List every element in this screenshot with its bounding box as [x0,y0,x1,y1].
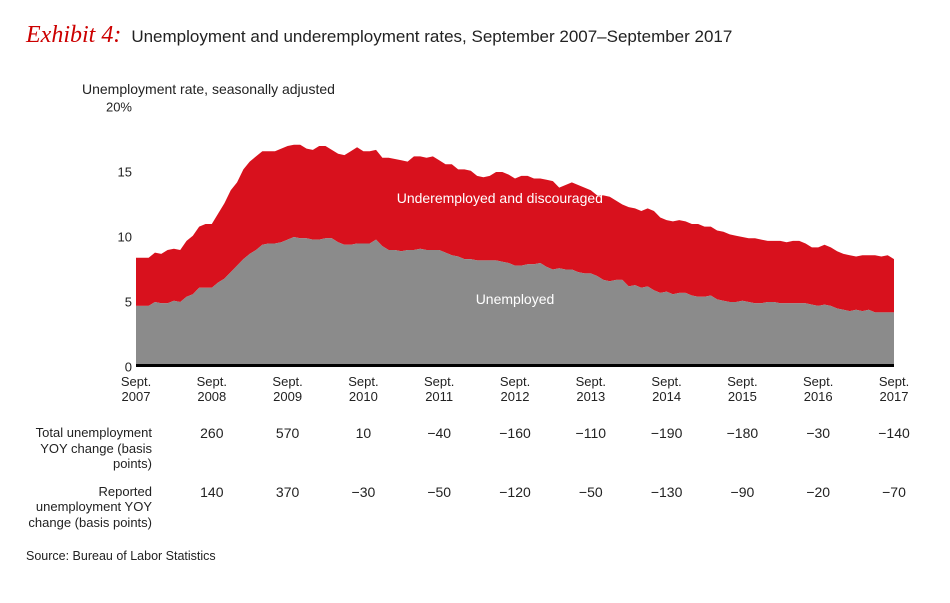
table-cell: 570 [276,425,299,441]
y-axis-title: Unemployment rate, seasonally adjusted [82,81,924,97]
table-cell: −20 [806,484,830,500]
table-row-cells: 140370−30−50−120−50−130−90−20−70 [136,484,894,502]
series-label-underemployed: Underemployed and discouraged [397,190,603,206]
x-tick-label: Sept.2007 [121,375,151,405]
table-cell: −70 [882,484,906,500]
x-tick-label: Sept.2010 [348,375,378,405]
table-cell: −120 [499,484,531,500]
y-tick-label: 15 [88,165,132,180]
table-cell: 140 [200,484,223,500]
table-cell: −30 [352,484,376,500]
table-cell: 10 [356,425,372,441]
table-cell: −40 [427,425,451,441]
y-tick-label: 0 [88,360,132,375]
table-cell: −180 [727,425,759,441]
table-row-cells: 26057010−40−160−110−190−180−30−140 [136,425,894,443]
y-tick-label: 10 [88,230,132,245]
table-cell: −190 [651,425,683,441]
table-cell: −140 [878,425,910,441]
y-tick-label: 5 [88,295,132,310]
x-tick-label: Sept.2008 [197,375,227,405]
table-cell: −50 [579,484,603,500]
table-cell: −50 [427,484,451,500]
x-axis-labels: Sept.2007Sept.2008Sept.2009Sept.2010Sept… [136,375,894,411]
series-label-unemployed: Unemployed [476,291,555,307]
x-tick-label: Sept.2009 [272,375,302,405]
plot-region: Underemployed and discouraged Unemployed [136,107,894,367]
x-axis-baseline [136,364,894,367]
chart-header: Exhibit 4: Unemployment and underemploym… [26,22,924,49]
table-cell: 370 [276,484,299,500]
x-tick-label: Sept.2016 [803,375,833,405]
x-tick-label: Sept.2013 [576,375,606,405]
yoy-table: Total unemployment YOY change (basis poi… [26,425,894,531]
table-cell: −30 [806,425,830,441]
source-citation: Source: Bureau of Labor Statistics [26,549,924,563]
table-row: Total unemployment YOY change (basis poi… [26,425,894,472]
table-cell: −110 [576,425,607,441]
x-tick-label: Sept.2012 [500,375,530,405]
chart-area: 05101520% Underemployed and discouraged … [136,107,894,367]
y-axis-ticks: 05101520% [88,107,132,367]
table-cell: 260 [200,425,223,441]
table-cell: −160 [499,425,531,441]
y-tick-label: 20% [88,100,132,115]
table-cell: −90 [731,484,755,500]
x-tick-label: Sept.2017 [879,375,909,405]
x-tick-label: Sept.2011 [424,375,454,405]
area-chart-svg [136,107,894,367]
table-cell: −130 [651,484,683,500]
table-row: Reported unemployment YOY change (basis … [26,484,894,531]
x-tick-label: Sept.2014 [651,375,681,405]
exhibit-label: Exhibit 4: [26,22,121,49]
x-tick-label: Sept.2015 [727,375,757,405]
exhibit-title: Unemployment and underemployment rates, … [131,27,732,47]
